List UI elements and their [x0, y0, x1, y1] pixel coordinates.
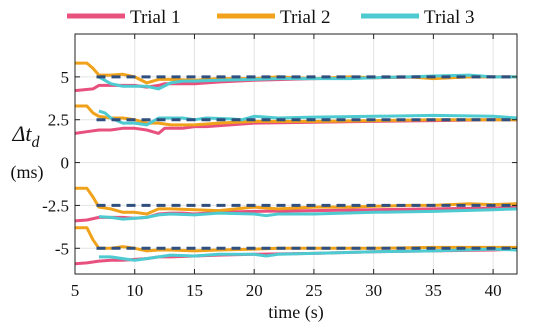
- x-tick-label: 15: [186, 281, 203, 300]
- x-tick-label: 25: [305, 281, 322, 300]
- legend: Trial 1 Trial 2 Trial 3: [67, 7, 475, 28]
- y-axis-label-unit: (ms): [11, 162, 44, 183]
- x-tick-label: 5: [71, 281, 80, 300]
- reference-lines-top: [96, 75, 515, 250]
- legend-label-trial-2: Trial 2: [280, 7, 331, 28]
- x-axis-label: time (s): [268, 302, 324, 323]
- series-line-trial-2: [75, 186, 518, 216]
- plot-area: [74, 33, 518, 275]
- series-line-trial-3: [98, 207, 518, 221]
- legend-label-trial-3: Trial 3: [424, 7, 475, 28]
- x-axis: 5 10 15 20 25 30 35 40: [71, 34, 502, 300]
- y-tick-label: -5: [55, 239, 69, 258]
- x-tick-label: 20: [246, 281, 263, 300]
- x-tick-label: 10: [126, 281, 143, 300]
- y-tick-label: 0: [61, 154, 70, 173]
- y-tick-label: -2.5: [42, 196, 69, 215]
- x-tick-label: 40: [485, 281, 502, 300]
- series-line-trial-3: [98, 247, 518, 262]
- y-axis-label-main: Δt: [11, 121, 32, 146]
- x-tick-label: 30: [365, 281, 382, 300]
- legend-label-trial-1: Trial 1: [130, 7, 181, 28]
- x-tick-label: 35: [425, 281, 442, 300]
- plot-background: [75, 34, 517, 274]
- y-axis-label-subscript: d: [32, 134, 41, 151]
- series-line-trial-3: [98, 109, 518, 127]
- plot-frame: [74, 33, 518, 275]
- y-axis: -5 -2.5 0 2.5 5: [42, 68, 517, 258]
- y-tick-label: 5: [61, 68, 70, 87]
- y-axis-label-symbol: Δtd: [11, 121, 40, 151]
- y-tick-label: 2.5: [48, 111, 69, 130]
